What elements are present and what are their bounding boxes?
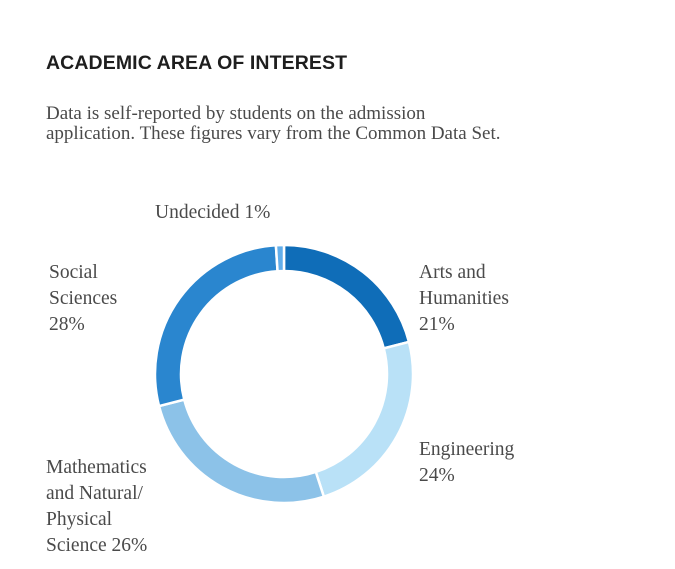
label-math-line-2: and Natural/ — [46, 483, 143, 504]
label-math-line-4: Science 26% — [46, 535, 148, 556]
label-social-sciences: Social Sciences 28% — [49, 260, 117, 338]
label-arts-humanities: Arts and Humanities 21% — [419, 260, 509, 338]
label-engineering-line-1: Engineering — [419, 439, 515, 460]
label-social-line-2: Sciences — [49, 288, 118, 309]
donut-slice-social — [153, 243, 279, 408]
donut-slice-undecided — [274, 243, 286, 273]
label-mathematics: Mathematics and Natural/ Physical Scienc… — [46, 455, 147, 559]
label-arts-line-3: 21% — [419, 314, 455, 335]
label-engineering-line-2: 24% — [419, 465, 455, 486]
label-math-line-3: Physical — [46, 509, 113, 530]
subtitle-line-2: application. These figures vary from the… — [46, 123, 501, 144]
chart-subtitle: Data is self-reported by students on the… — [46, 104, 656, 144]
chart-title: ACADEMIC AREA OF INTEREST — [46, 52, 348, 74]
donut-slice-arts — [282, 243, 411, 350]
label-math-line-1: Mathematics — [46, 457, 147, 478]
donut-slice-engineering — [314, 340, 415, 499]
label-arts-line-2: Humanities — [419, 288, 509, 309]
label-undecided-line-1: Undecided 1% — [155, 202, 271, 223]
label-arts-line-1: Arts and — [419, 262, 486, 283]
subtitle-line-1: Data is self-reported by students on the… — [46, 103, 426, 124]
label-social-line-1: Social — [49, 262, 98, 283]
label-undecided: Undecided 1% — [155, 200, 270, 226]
donut-slice-math — [157, 398, 326, 505]
label-engineering: Engineering 24% — [419, 437, 514, 489]
label-social-line-3: 28% — [49, 314, 85, 335]
